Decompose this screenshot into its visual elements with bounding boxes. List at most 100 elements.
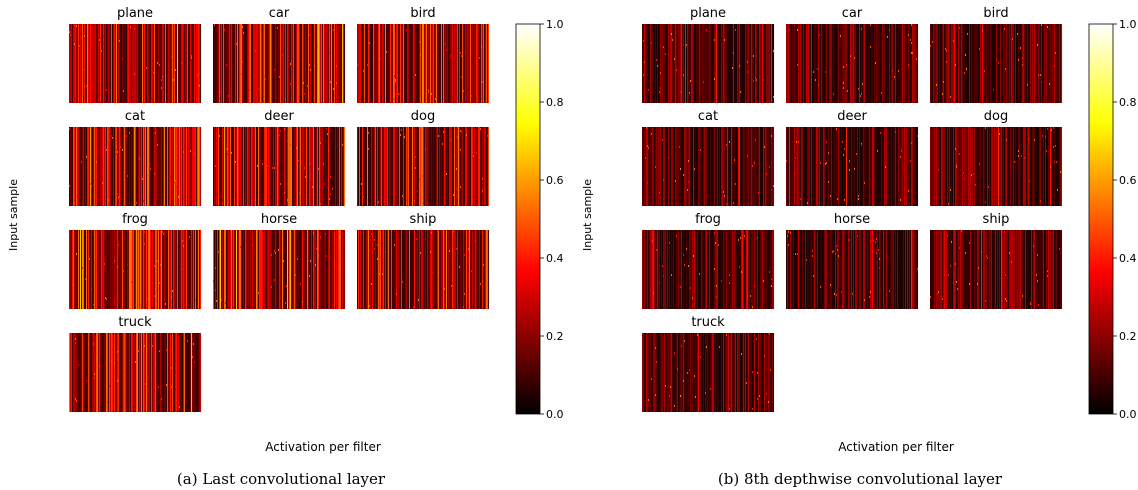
- activation-speck: [103, 27, 104, 29]
- activation-speck: [959, 247, 960, 249]
- filter-column: [1002, 24, 1004, 103]
- activation-speck: [1027, 84, 1028, 86]
- filter-column: [363, 24, 365, 103]
- filter-column: [721, 230, 723, 309]
- filter-column: [949, 24, 951, 103]
- filter-column: [258, 230, 260, 309]
- filter-column: [806, 127, 808, 206]
- filter-column: [1035, 127, 1037, 206]
- filter-column: [155, 230, 157, 309]
- filter-column: [83, 333, 85, 412]
- filter-column: [804, 24, 806, 103]
- filter-column: [319, 24, 321, 103]
- filter-column: [684, 24, 686, 103]
- activation-speck: [463, 306, 464, 308]
- filter-column: [950, 127, 952, 206]
- filter-column: [328, 127, 330, 206]
- filter-column: [452, 24, 454, 103]
- activation-speck: [119, 40, 120, 42]
- filter-column: [947, 127, 949, 206]
- filter-column: [218, 127, 220, 206]
- filter-column: [249, 24, 251, 103]
- filter-column: [474, 230, 476, 309]
- activation-speck: [900, 156, 901, 158]
- filter-column: [323, 127, 325, 206]
- filter-column: [669, 24, 671, 103]
- filter-column: [867, 127, 869, 206]
- filter-column: [159, 230, 161, 309]
- filter-column: [671, 127, 673, 206]
- filter-column: [700, 230, 702, 309]
- filter-column: [432, 24, 434, 103]
- activation-speck: [86, 380, 87, 382]
- activation-speck: [820, 286, 821, 288]
- filter-column: [1042, 127, 1044, 206]
- filter-column: [957, 127, 959, 206]
- filter-column: [941, 24, 943, 103]
- filter-column: [250, 230, 252, 309]
- filter-column: [469, 230, 471, 309]
- filter-column: [235, 24, 237, 103]
- filter-column: [312, 127, 314, 206]
- filter-column: [666, 333, 668, 412]
- filter-column: [331, 24, 333, 103]
- filter-column: [760, 24, 762, 103]
- activation-speck: [323, 163, 324, 165]
- filter-column: [442, 127, 444, 206]
- filter-column: [175, 127, 177, 206]
- activation-speck: [773, 185, 774, 187]
- filter-column: [679, 333, 681, 412]
- filter-column: [700, 24, 702, 103]
- filter-column: [1025, 24, 1027, 103]
- filter-column: [238, 127, 240, 206]
- filter-column: [809, 24, 811, 103]
- filter-column: [846, 24, 848, 103]
- filter-column: [362, 24, 364, 103]
- filter-column: [437, 127, 439, 206]
- filter-column: [796, 127, 798, 206]
- filter-column: [886, 230, 888, 309]
- activation-speck: [959, 153, 960, 155]
- filter-column: [160, 230, 162, 309]
- filter-column: [146, 127, 148, 206]
- filter-column: [1046, 24, 1048, 103]
- filter-column: [111, 230, 113, 309]
- filter-column: [154, 127, 156, 206]
- filter-column: [860, 127, 862, 206]
- filter-column: [215, 24, 217, 103]
- filter-column: [338, 24, 340, 103]
- filter-column: [439, 127, 441, 206]
- filter-column: [940, 127, 942, 206]
- activation-speck: [480, 128, 481, 130]
- filter-column: [226, 230, 228, 309]
- filter-column: [969, 127, 971, 206]
- filter-column: [802, 24, 804, 103]
- filter-column: [895, 127, 897, 206]
- filter-column: [285, 127, 287, 206]
- activation-speck: [861, 93, 862, 95]
- filter-column: [322, 127, 324, 206]
- filter-column: [132, 24, 134, 103]
- filter-column: [164, 230, 166, 309]
- filter-column: [140, 127, 142, 206]
- filter-column: [429, 127, 431, 206]
- filter-column: [107, 230, 109, 309]
- filter-column: [961, 24, 963, 103]
- filter-column: [137, 24, 139, 103]
- filter-column: [366, 127, 368, 206]
- activation-speck: [971, 174, 972, 176]
- filter-column: [876, 24, 878, 103]
- filter-column: [328, 24, 330, 103]
- filter-column: [487, 127, 489, 206]
- filter-column: [695, 24, 697, 103]
- filter-column: [428, 24, 430, 103]
- activation-speck: [800, 198, 801, 200]
- filter-column: [330, 24, 332, 103]
- filter-column: [673, 127, 675, 206]
- filter-column: [957, 24, 959, 103]
- filter-column: [795, 127, 797, 206]
- filter-column: [381, 230, 383, 309]
- filter-column: [253, 24, 255, 103]
- activation-speck: [669, 242, 670, 244]
- filter-column: [674, 333, 676, 412]
